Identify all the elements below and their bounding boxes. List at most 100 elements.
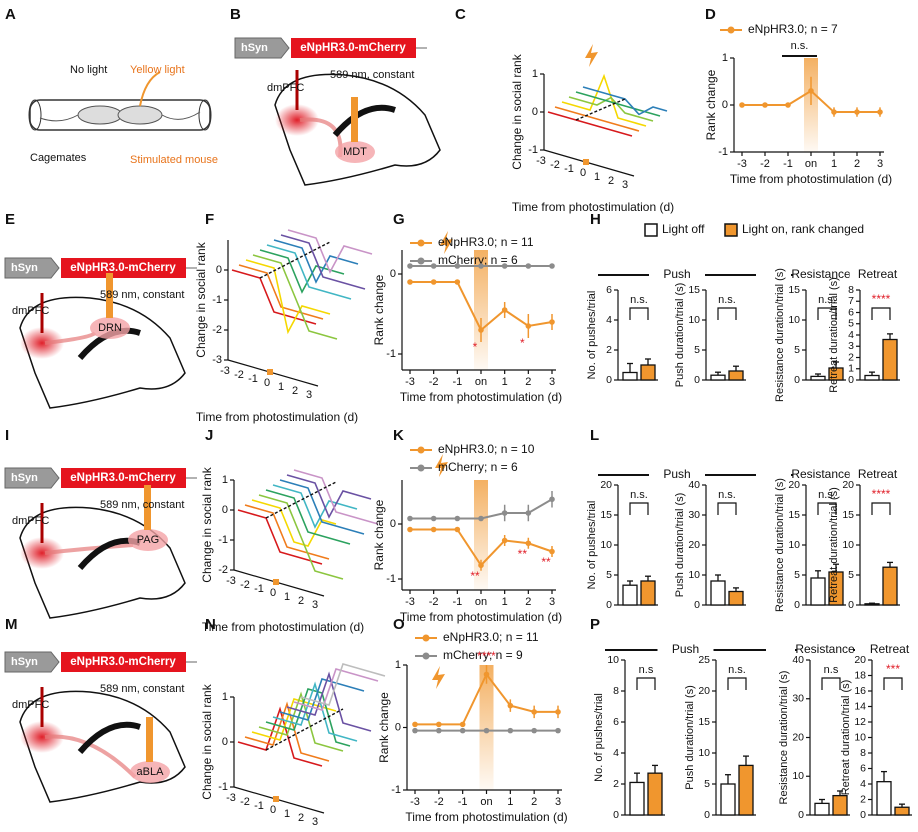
x-tick-label: 2 <box>531 796 537 808</box>
x-tick-label: -3 <box>410 796 420 808</box>
y-tick-label: 0 <box>606 599 612 611</box>
point <box>555 727 561 734</box>
y-tick-label: 15 <box>842 509 854 521</box>
panel-letter: A <box>5 6 16 23</box>
group-label: Push <box>672 642 699 656</box>
baseline-dash <box>265 708 344 751</box>
bar <box>647 772 663 816</box>
x-tick-label: 2 <box>854 158 860 170</box>
point <box>762 102 768 108</box>
y-label: Retreat duration/trial (s) <box>828 487 840 603</box>
target-region <box>335 141 375 163</box>
target-region <box>128 529 168 551</box>
y-tick-label: 3 <box>848 340 854 352</box>
y-tick-label: 0 <box>860 809 866 821</box>
projection <box>44 543 134 555</box>
y-label: Push duration/trial (s) <box>674 493 686 598</box>
bar <box>629 781 645 816</box>
source-label: dmPFC <box>12 305 49 317</box>
bar <box>738 764 754 816</box>
y-label: Rank change <box>372 274 386 345</box>
y-tick-label: -1 <box>218 781 228 793</box>
point <box>531 709 537 715</box>
point <box>549 319 555 325</box>
y-tick-label: 6 <box>860 762 866 774</box>
y-tick-label: -1 <box>718 146 728 158</box>
bar <box>720 783 736 816</box>
significance: n.s. <box>630 294 648 306</box>
point <box>854 109 860 115</box>
y-tick-label: 1 <box>395 659 401 671</box>
y-label: Rank change <box>377 692 391 763</box>
series-line <box>258 691 344 752</box>
point <box>877 109 883 115</box>
panel-letter: C <box>455 6 466 23</box>
x-tick-label: 2 <box>525 596 531 608</box>
x-tick-label: 1 <box>284 808 290 820</box>
y-tick-label: 4 <box>606 314 612 326</box>
significance: n.s. <box>718 294 736 306</box>
point <box>407 263 413 269</box>
x-tick-label: -3 <box>405 376 415 388</box>
y-tick-label: 4 <box>860 778 866 790</box>
significance: n.s. <box>818 489 836 501</box>
point <box>459 727 466 734</box>
y-tick-label: 20 <box>788 479 800 491</box>
point <box>549 548 555 555</box>
x-tick-label: on <box>480 796 492 808</box>
y-tick-label: 0 <box>694 599 700 611</box>
y-tick-label: 4 <box>613 747 619 759</box>
y-label: No. of pushes/trial <box>593 693 605 782</box>
significance-bracket <box>717 502 737 515</box>
series-line <box>245 259 331 335</box>
x-label: Time from photostimulation (d) <box>202 620 364 634</box>
significance-bracket <box>629 502 649 515</box>
legend-marker <box>417 239 425 247</box>
x-tick-label: 0 <box>264 377 270 389</box>
significance: n.s <box>824 664 839 676</box>
legend-label: Light on, rank changed <box>742 222 864 236</box>
y-tick-label: 0 <box>704 809 710 821</box>
group-label-bg <box>793 467 849 483</box>
x-tick-label: -3 <box>737 158 747 170</box>
x-tick-label: -1 <box>783 158 793 170</box>
bar <box>814 802 830 816</box>
y-tick-label: 1 <box>848 363 854 375</box>
soma-region <box>20 721 64 753</box>
point <box>785 102 791 108</box>
y-tick-label: 5 <box>794 569 800 581</box>
y-label: Change in social rank <box>200 466 214 582</box>
y-tick-label: 0 <box>798 809 804 821</box>
series-line <box>568 96 654 122</box>
panel-letter: J <box>205 427 213 444</box>
significance-bracket <box>727 677 747 690</box>
light-label: 589 nm, constant <box>100 289 184 301</box>
group-label: Retreat <box>858 267 898 281</box>
group-label: Retreat <box>858 467 898 481</box>
light-label: 589 nm, constant <box>100 499 184 511</box>
bar <box>864 374 880 381</box>
point <box>454 263 461 269</box>
series-line <box>252 254 338 340</box>
legend-label: eNpHR3.0; n = 11 <box>438 235 534 249</box>
bar <box>810 577 826 606</box>
group-label-bg <box>849 267 906 283</box>
series-line <box>266 244 352 300</box>
significance: n.s. <box>818 294 836 306</box>
y-tick-label: 30 <box>792 693 804 705</box>
group-label: Push <box>663 267 690 281</box>
light-label: 589 nm, constant <box>330 69 414 81</box>
y-tick-label: 2 <box>860 793 866 805</box>
point <box>831 109 837 115</box>
series-line <box>244 701 330 762</box>
series-line <box>279 678 365 721</box>
bar <box>622 584 638 606</box>
source-label: dmPFC <box>267 82 304 94</box>
y-label: Change in social rank <box>510 53 524 169</box>
source-label: dmPFC <box>12 699 49 711</box>
legend-marker <box>422 634 430 642</box>
y-tick-label: 8 <box>613 685 619 697</box>
x-tick-label: 0 <box>270 804 276 816</box>
y-tick-label: 20 <box>842 479 854 491</box>
fiber-tract <box>77 721 141 754</box>
